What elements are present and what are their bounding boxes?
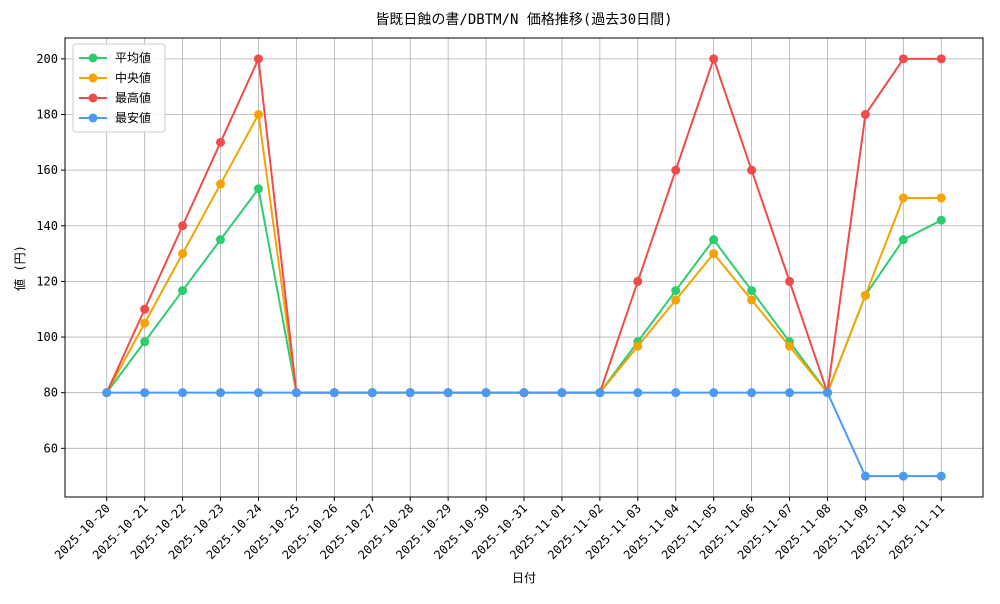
marker	[253, 184, 263, 194]
marker	[216, 137, 226, 147]
chart-title: 皆既日蝕の書/DBTM/N 価格推移(過去30日間)	[375, 11, 672, 28]
y-tick-label: 200	[36, 52, 58, 66]
y-tick-label: 140	[36, 219, 58, 233]
y-tick-label: 160	[36, 163, 58, 177]
y-tick-label: 180	[36, 108, 58, 122]
marker	[709, 388, 719, 398]
marker	[557, 388, 567, 398]
marker	[216, 179, 226, 189]
marker	[595, 388, 605, 398]
legend-label: 最高値	[115, 90, 151, 105]
marker	[102, 388, 112, 398]
marker	[253, 388, 263, 398]
marker	[785, 388, 795, 398]
marker	[671, 165, 681, 175]
y-tick-label: 100	[36, 330, 58, 344]
marker	[291, 388, 301, 398]
marker	[178, 286, 188, 296]
y-tick-label: 120	[36, 274, 58, 288]
marker	[481, 388, 491, 398]
marker	[178, 388, 188, 398]
marker	[671, 286, 681, 296]
marker	[671, 295, 681, 305]
plot-frame	[64, 37, 984, 498]
marker	[860, 110, 870, 119]
legend-label: 中央値	[115, 70, 151, 85]
y-tick-label: 80	[44, 386, 58, 400]
marker	[822, 388, 832, 398]
marker	[633, 276, 643, 286]
y-tick-label: 60	[44, 441, 58, 455]
marker	[860, 471, 870, 481]
legend-marker	[88, 93, 98, 103]
marker	[747, 388, 757, 398]
marker	[405, 388, 415, 398]
legend-marker	[88, 113, 98, 123]
marker	[329, 388, 339, 398]
marker	[443, 388, 453, 398]
marker	[747, 286, 757, 296]
marker	[785, 341, 795, 351]
marker	[936, 193, 946, 203]
legend-label: 平均値	[115, 50, 151, 65]
marker	[178, 249, 188, 259]
marker	[140, 318, 150, 328]
marker	[633, 388, 643, 398]
legend-label: 最安値	[115, 110, 151, 125]
marker	[898, 54, 908, 64]
legend-marker	[88, 53, 98, 63]
marker	[898, 471, 908, 481]
marker	[860, 290, 870, 300]
marker	[709, 249, 719, 259]
marker	[253, 54, 263, 64]
marker	[140, 388, 150, 398]
marker	[671, 388, 681, 398]
legend-box	[72, 43, 166, 133]
marker	[898, 235, 908, 245]
marker	[216, 388, 226, 398]
legend-marker	[88, 73, 98, 83]
marker	[216, 235, 226, 245]
marker	[367, 388, 377, 398]
marker	[253, 110, 263, 119]
marker	[140, 304, 150, 314]
marker	[936, 471, 946, 481]
marker	[785, 276, 795, 286]
marker	[747, 295, 757, 305]
x-axis-label: 日付	[512, 571, 536, 585]
marker	[633, 341, 643, 351]
marker	[936, 54, 946, 64]
marker	[898, 193, 908, 203]
marker	[709, 54, 719, 64]
marker	[709, 235, 719, 245]
marker	[178, 221, 188, 231]
marker	[936, 215, 946, 225]
marker	[519, 388, 529, 398]
y-axis-label: 値 (円)	[12, 245, 27, 291]
marker	[140, 337, 150, 347]
marker	[747, 165, 757, 175]
